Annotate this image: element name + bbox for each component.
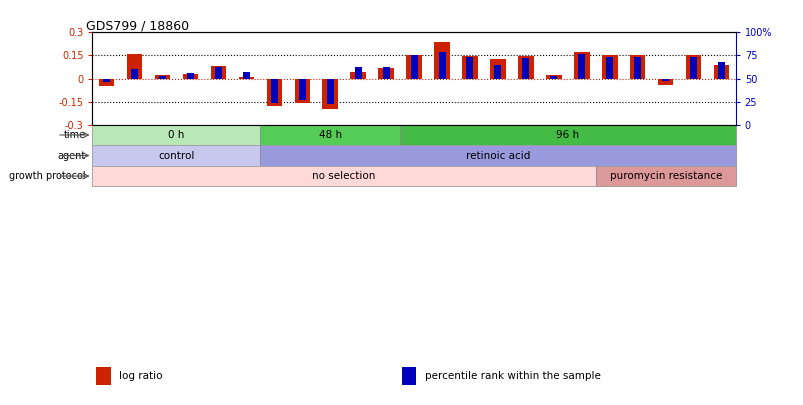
Text: GSM26010: GSM26010 — [265, 128, 274, 169]
Bar — [434, 42, 449, 79]
Bar — [260, 145, 735, 166]
Text: GSM26014: GSM26014 — [377, 128, 385, 169]
Bar — [577, 53, 585, 79]
Bar — [605, 58, 613, 79]
Text: GSM26024: GSM26024 — [656, 128, 665, 169]
Bar — [299, 79, 305, 100]
Bar — [410, 55, 417, 79]
Bar — [267, 79, 282, 106]
Bar — [96, 367, 111, 385]
Bar — [402, 367, 416, 385]
Bar — [382, 68, 389, 79]
Text: GSM26015: GSM26015 — [405, 128, 414, 169]
Bar — [378, 68, 393, 79]
Text: GSM26019: GSM26019 — [516, 128, 525, 169]
Text: GSM25978: GSM25978 — [97, 128, 106, 169]
Bar — [573, 51, 589, 79]
Text: GDS799 / 18860: GDS799 / 18860 — [86, 19, 189, 32]
Text: GSM26020: GSM26020 — [544, 128, 553, 169]
Text: GSM26026: GSM26026 — [711, 128, 721, 169]
Text: GSM26021: GSM26021 — [573, 128, 581, 169]
Text: GSM26022: GSM26022 — [600, 128, 609, 169]
Text: GSM26007: GSM26007 — [181, 128, 190, 169]
Bar — [438, 52, 445, 79]
Text: log ratio: log ratio — [119, 371, 162, 381]
Bar — [103, 79, 110, 82]
Text: GSM26008: GSM26008 — [209, 128, 218, 169]
Bar — [545, 75, 560, 79]
Text: time: time — [63, 130, 86, 140]
Bar — [550, 76, 556, 79]
Bar — [494, 65, 501, 79]
Text: GSM26013: GSM26013 — [349, 128, 357, 169]
Text: GSM26018: GSM26018 — [488, 128, 497, 169]
Bar — [260, 125, 400, 145]
Bar — [595, 166, 735, 186]
Bar — [159, 76, 165, 79]
Text: GSM26023: GSM26023 — [628, 128, 637, 169]
Bar — [601, 55, 617, 79]
Bar — [214, 66, 222, 79]
Bar — [182, 74, 198, 79]
Text: control: control — [158, 151, 194, 160]
Bar — [518, 56, 533, 79]
Bar — [466, 58, 473, 79]
Text: GSM26006: GSM26006 — [153, 128, 162, 169]
Bar — [462, 56, 477, 79]
Text: agent: agent — [58, 151, 86, 160]
Text: growth protocol: growth protocol — [10, 171, 86, 181]
Text: percentile rank within the sample: percentile rank within the sample — [424, 371, 600, 381]
Bar — [92, 166, 595, 186]
Text: GSM26025: GSM26025 — [684, 128, 693, 169]
Bar — [630, 55, 645, 79]
Bar — [92, 145, 260, 166]
Bar — [127, 54, 142, 79]
Bar — [689, 58, 696, 79]
Bar — [662, 79, 668, 81]
Text: GSM26009: GSM26009 — [237, 128, 246, 169]
Bar — [657, 79, 673, 85]
Text: 48 h: 48 h — [318, 130, 341, 140]
Bar — [685, 55, 700, 79]
Bar — [210, 66, 226, 79]
Bar — [294, 79, 309, 103]
Text: puromycin resistance: puromycin resistance — [609, 171, 721, 181]
Bar — [350, 72, 365, 79]
Bar — [243, 72, 250, 79]
Bar — [99, 79, 114, 86]
Text: GSM26016: GSM26016 — [433, 128, 442, 169]
Bar — [322, 79, 337, 109]
Bar — [717, 62, 724, 79]
Bar — [326, 79, 333, 104]
Bar — [354, 68, 361, 79]
Bar — [490, 59, 505, 79]
Text: 96 h: 96 h — [556, 130, 579, 140]
Bar — [713, 65, 728, 79]
Bar — [406, 55, 422, 79]
Bar — [186, 73, 194, 79]
Bar — [154, 75, 170, 79]
Text: retinoic acid: retinoic acid — [465, 151, 529, 160]
Text: GSM25979: GSM25979 — [125, 128, 134, 169]
Text: no selection: no selection — [312, 171, 375, 181]
Bar — [634, 58, 641, 79]
Text: GSM26012: GSM26012 — [320, 128, 330, 169]
Bar — [131, 69, 138, 79]
Text: 0 h: 0 h — [168, 130, 185, 140]
Bar — [522, 58, 528, 79]
Bar — [92, 125, 260, 145]
Text: GSM26011: GSM26011 — [293, 128, 302, 169]
Bar — [400, 125, 735, 145]
Bar — [271, 79, 277, 102]
Text: GSM26017: GSM26017 — [460, 128, 470, 169]
Bar — [238, 77, 254, 79]
